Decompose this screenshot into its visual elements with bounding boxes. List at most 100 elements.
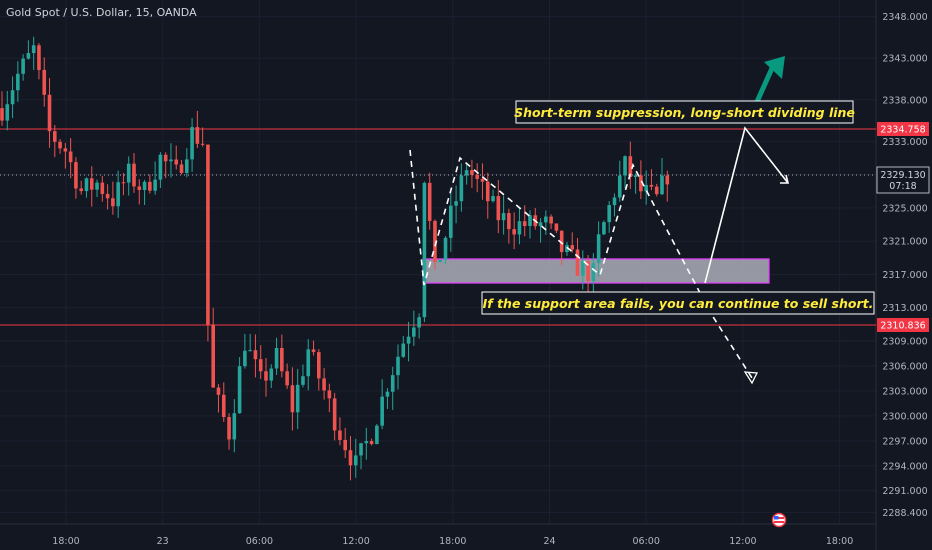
candle-body — [438, 259, 443, 263]
candle-body — [327, 390, 332, 399]
candle-body — [63, 148, 68, 152]
candle-body — [475, 174, 479, 179]
candle-body — [116, 182, 120, 207]
candle-body — [42, 69, 47, 95]
candle-body — [174, 159, 179, 165]
svg-text:07:18: 07:18 — [889, 181, 916, 192]
candle-body — [602, 222, 606, 235]
time-tick-label: 23 — [157, 536, 169, 547]
candle-body — [206, 144, 210, 325]
time-tick-label: 18:00 — [439, 536, 466, 547]
candle-body — [37, 45, 41, 70]
price-tick-label: 2300.000 — [882, 411, 927, 422]
candle-body — [274, 347, 279, 369]
price-tick-label: 2303.000 — [882, 386, 927, 397]
price-tick-label: 2313.000 — [882, 303, 927, 314]
top-note[interactable]: Short-term suppression, long-short divid… — [514, 100, 855, 124]
candle-body — [665, 175, 670, 185]
price-tick-label: 2297.000 — [882, 436, 927, 447]
candle-body — [142, 181, 147, 190]
candle-body — [401, 343, 406, 357]
candle-body — [158, 154, 163, 180]
candle-body — [596, 234, 601, 264]
candle-body — [0, 108, 4, 121]
time-tick-label: 12:00 — [342, 536, 369, 547]
candle-body — [248, 350, 252, 352]
candle-body — [522, 221, 527, 226]
candle-body — [565, 245, 569, 253]
candle-body — [95, 182, 99, 190]
price-axis[interactable]: 2348.0002343.0002338.0002333.0002329.000… — [882, 12, 927, 519]
candle-body — [454, 201, 458, 206]
bottom-note-text: If the support area fails, you can conti… — [483, 296, 874, 311]
candle-body — [121, 182, 126, 184]
candle-body — [396, 356, 400, 376]
candle-body — [528, 215, 532, 226]
candle-body — [253, 350, 258, 360]
candle-body — [237, 366, 242, 414]
candle-body — [264, 371, 268, 381]
symbol-title[interactable]: Gold Spot / U.S. Dollar, 15, OANDA — [6, 6, 197, 19]
candle-body — [111, 198, 115, 207]
candle-body — [364, 441, 369, 444]
time-tick-label: 06:00 — [246, 536, 273, 547]
candle-body — [200, 143, 205, 145]
candle-body — [47, 94, 52, 132]
price-tick-label: 2294.000 — [882, 461, 927, 472]
candle-body — [338, 430, 342, 440]
candle-body — [74, 162, 78, 189]
candle-body — [649, 184, 654, 187]
us-flag-icon[interactable] — [771, 512, 787, 528]
candle-body — [311, 349, 316, 353]
price-tick-label: 2338.000 — [882, 95, 927, 106]
candle-body — [443, 237, 448, 260]
candle-body — [591, 263, 596, 281]
candle-body — [449, 205, 453, 238]
candle-body — [216, 387, 221, 395]
price-tick-label: 2288.400 — [882, 508, 927, 519]
candle-body — [538, 222, 543, 227]
candle-body — [290, 385, 295, 413]
candle-body — [459, 175, 464, 202]
svg-text:2310.836: 2310.836 — [880, 321, 925, 332]
time-axis[interactable]: 18:00 23 06:00 12:00 18:00 24 06:00 12:00 18:00 — [52, 536, 853, 547]
bottom-note[interactable]: If the support area fails, you can conti… — [481, 291, 875, 315]
candle-body — [512, 229, 516, 235]
candle-body — [470, 170, 474, 175]
candle-body — [295, 384, 300, 413]
candle-body — [269, 368, 274, 381]
time-tick-label: 18:00 — [826, 536, 853, 547]
candle-body — [427, 182, 432, 221]
candle-body — [380, 396, 384, 426]
candle-body — [322, 378, 326, 391]
candle-body — [501, 213, 506, 221]
candle-body — [68, 151, 73, 163]
candle-body — [100, 182, 105, 194]
price-tick-label: 2317.000 — [882, 270, 927, 281]
candle-body — [132, 163, 136, 187]
candle-body — [243, 350, 247, 367]
candle-body — [84, 178, 89, 192]
candles-layer — [0, 36, 670, 481]
candle-body — [544, 216, 548, 223]
support-price-tag: 2310.836 — [877, 318, 929, 332]
price-tick-label: 2348.000 — [882, 12, 927, 23]
arrowhead-right-icon — [780, 174, 790, 184]
candle-body — [617, 175, 622, 198]
candle-body — [586, 261, 590, 281]
candle-body — [369, 441, 374, 445]
candle-body — [607, 205, 611, 223]
arrowhead-down-icon — [743, 371, 759, 385]
time-tick-label: 18:00 — [52, 536, 79, 547]
candle-body — [190, 127, 194, 160]
candle-body — [258, 359, 263, 372]
svg-text:2334.758: 2334.758 — [880, 125, 925, 136]
resistance-price-tag: 2334.758 — [877, 122, 929, 136]
candle-body — [179, 164, 184, 174]
candle-body — [433, 220, 437, 263]
candle-body — [375, 425, 379, 445]
candle-body — [570, 245, 575, 250]
drawing-scenario-up[interactable] — [704, 126, 789, 284]
candle-body — [464, 170, 469, 176]
